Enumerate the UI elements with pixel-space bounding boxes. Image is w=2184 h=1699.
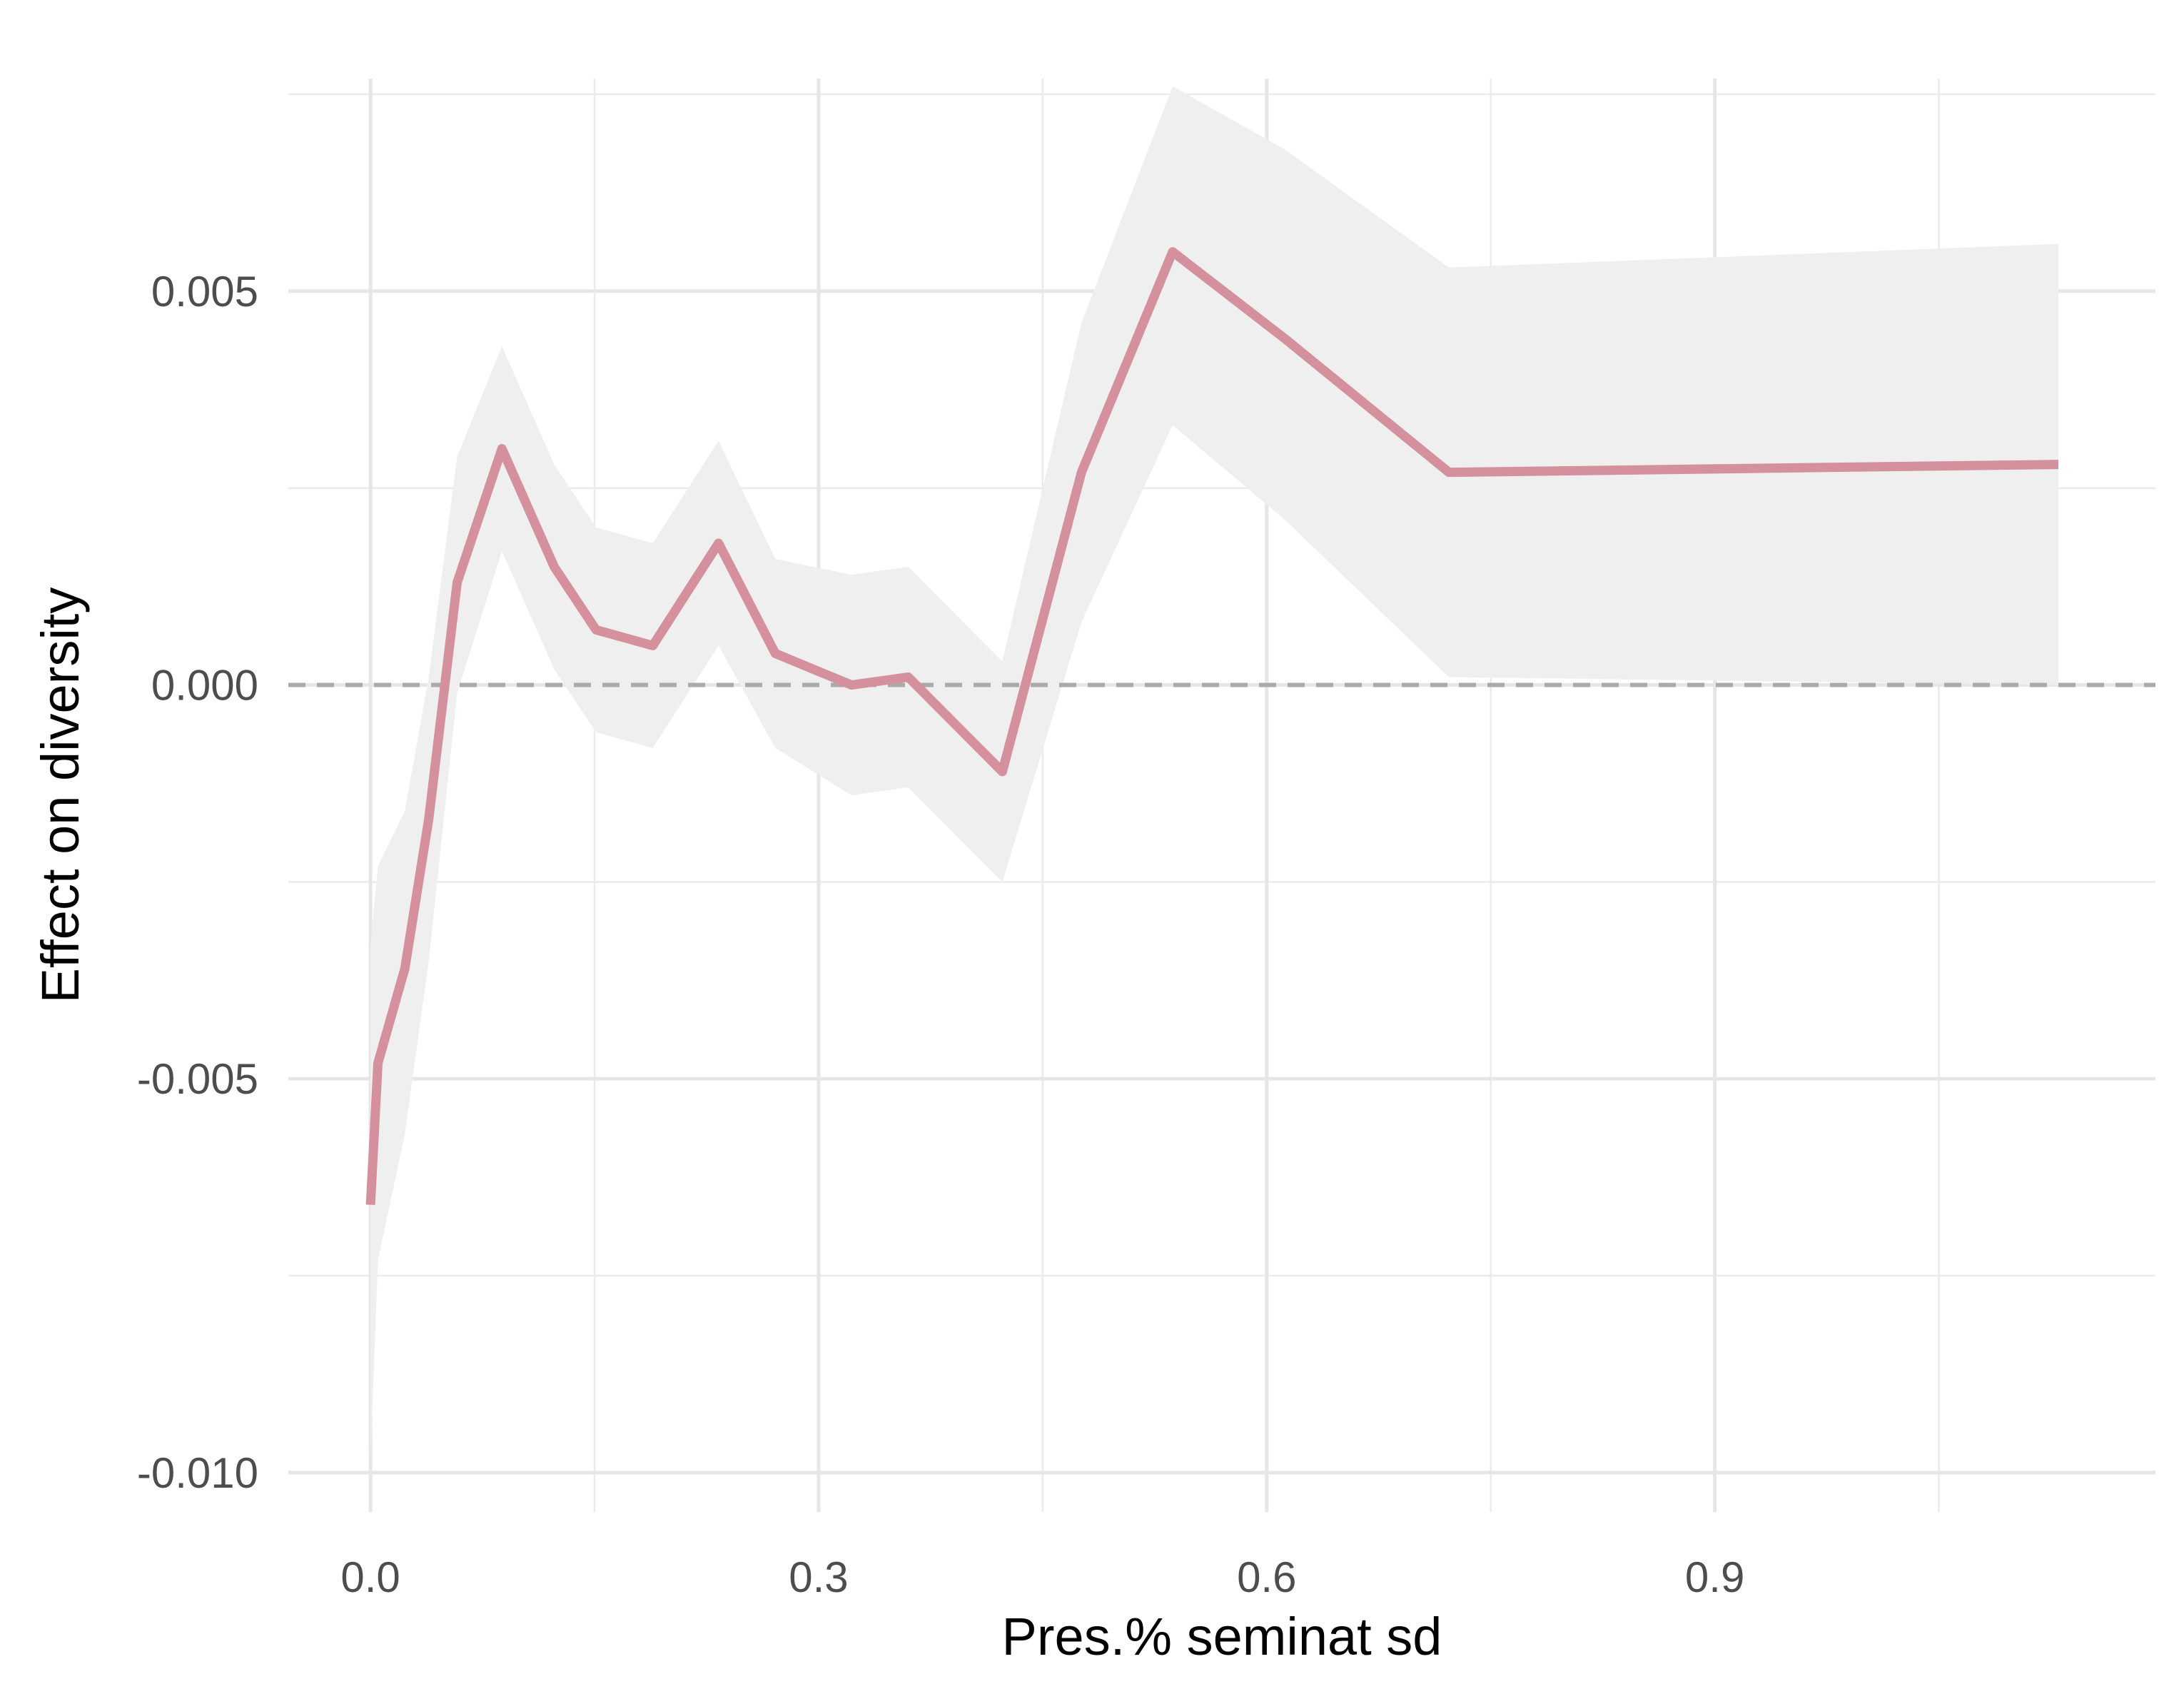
y-tick-label: 0.005 [151,268,258,316]
series-line-layer [365,247,2059,1206]
x-axis-title: Pres.% seminat sd [1002,1607,1442,1666]
x-tick-labels: 0.0 0.3 0.6 0.9 [340,1553,1744,1601]
x-tick-label: 0.6 [1237,1553,1296,1601]
confidence-band-layer [370,86,2058,1457]
y-axis-title: Effect on diversity [31,588,90,1004]
effect-series-line [365,247,2059,1206]
y-tick-labels: -0.010 -0.005 0.000 0.005 [137,268,258,1497]
x-tick-label: 0.9 [1685,1553,1744,1601]
x-tick-label: 0.0 [340,1553,400,1601]
confidence-band [370,86,2058,1457]
y-tick-label: -0.005 [137,1055,258,1103]
x-tick-label: 0.3 [789,1553,848,1601]
y-tick-label: 0.000 [151,662,258,710]
y-tick-label: -0.010 [137,1449,258,1497]
